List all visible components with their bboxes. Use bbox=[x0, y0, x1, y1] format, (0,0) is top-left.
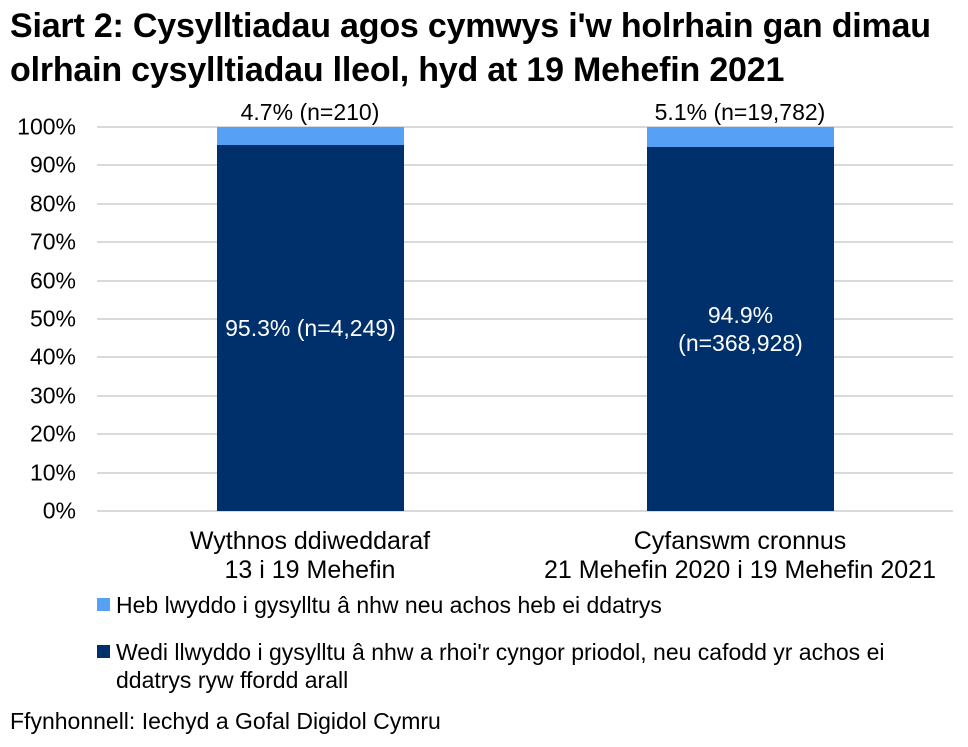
gridline bbox=[97, 394, 953, 397]
y-tick-label: 60% bbox=[29, 267, 76, 294]
x-axis-label-line1: Cyfanswm cronnus bbox=[633, 527, 847, 555]
x-axis-label-line1: Wythnos ddiweddaraf bbox=[189, 527, 431, 555]
gridline bbox=[97, 471, 953, 474]
legend-swatch-resolved bbox=[97, 645, 110, 658]
gridline bbox=[97, 126, 953, 128]
y-tick-label: 100% bbox=[17, 113, 76, 140]
legend-label-resolved: Wedi llwyddo i gysylltu â nhw a rhoi'r c… bbox=[116, 639, 885, 693]
gridline bbox=[97, 164, 953, 167]
x-axis-label-latest-week: Wythnos ddiweddaraf 13 i 19 Mehefin bbox=[80, 527, 540, 585]
y-tick-label: 80% bbox=[29, 190, 76, 217]
y-tick-label: 0% bbox=[42, 497, 76, 524]
bar-value-label-line1: 94.9% bbox=[707, 301, 774, 328]
y-axis-labels: 100% 90% 80% 70% 60% 50% 40% 30% 20% 10% 0% bbox=[0, 114, 76, 524]
bar-segment-resolved: 95.3% (n=4,249) bbox=[217, 145, 404, 511]
legend-item-unresolved: Heb lwyddo i gysylltu â nhw neu achos he… bbox=[97, 591, 662, 619]
bar-cumulative-total: 94.9% (n=368,928) bbox=[647, 127, 834, 511]
gridline bbox=[97, 510, 953, 512]
y-tick-label: 20% bbox=[29, 420, 76, 447]
y-tick-label: 30% bbox=[29, 382, 76, 409]
legend-label-unresolved: Heb lwyddo i gysylltu â nhw neu achos he… bbox=[116, 592, 662, 618]
bar-segment-unresolved bbox=[217, 127, 404, 146]
plot-area: 95.3% (n=4,249) 94.9% (n=368,928) bbox=[97, 126, 953, 512]
y-tick-label: 70% bbox=[29, 228, 76, 255]
gridline bbox=[97, 356, 953, 359]
bar-annotation-latest-week: 4.7% (n=210) bbox=[240, 99, 380, 125]
bar-latest-week: 95.3% (n=4,249) bbox=[217, 127, 404, 511]
gridline bbox=[97, 202, 953, 205]
gridline bbox=[97, 318, 953, 320]
legend-item-resolved: Wedi llwyddo i gysylltu â nhw a rhoi'r c… bbox=[97, 638, 916, 694]
x-axis-label-line2: 13 i 19 Mehefin bbox=[224, 556, 396, 584]
bar-value-label-line2: (n=368,928) bbox=[678, 329, 803, 356]
y-tick-label: 10% bbox=[29, 459, 76, 486]
chart-title: Siart 2: Cysylltiadau agos cymwys i'w ho… bbox=[10, 7, 931, 89]
bar-segment-resolved: 94.9% (n=368,928) bbox=[647, 146, 834, 511]
y-tick-label: 40% bbox=[29, 343, 76, 370]
x-axis-label-cumulative-total: Cyfanswm cronnus 21 Mehefin 2020 i 19 Me… bbox=[510, 527, 968, 585]
y-tick-label: 90% bbox=[29, 151, 76, 178]
gridline bbox=[97, 433, 953, 436]
y-tick-label: 50% bbox=[29, 305, 76, 332]
x-axis-label-line2: 21 Mehefin 2020 i 19 Mehefin 2021 bbox=[544, 556, 936, 584]
bar-annotation-cumulative-total: 5.1% (n=19,782) bbox=[654, 99, 826, 125]
bar-value-label: 95.3% (n=4,249) bbox=[225, 315, 396, 342]
gridlines bbox=[97, 126, 953, 512]
bar-segment-unresolved bbox=[647, 127, 834, 147]
gridline bbox=[97, 241, 953, 244]
source-text: Ffynhonnell: Iechyd a Gofal Digidol Cymr… bbox=[10, 708, 441, 734]
gridline bbox=[97, 279, 953, 282]
legend-swatch-unresolved bbox=[97, 598, 110, 611]
